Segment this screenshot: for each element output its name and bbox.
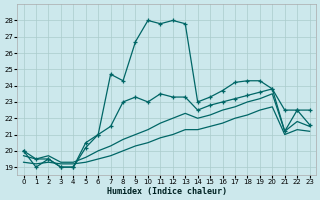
X-axis label: Humidex (Indice chaleur): Humidex (Indice chaleur) xyxy=(107,187,227,196)
